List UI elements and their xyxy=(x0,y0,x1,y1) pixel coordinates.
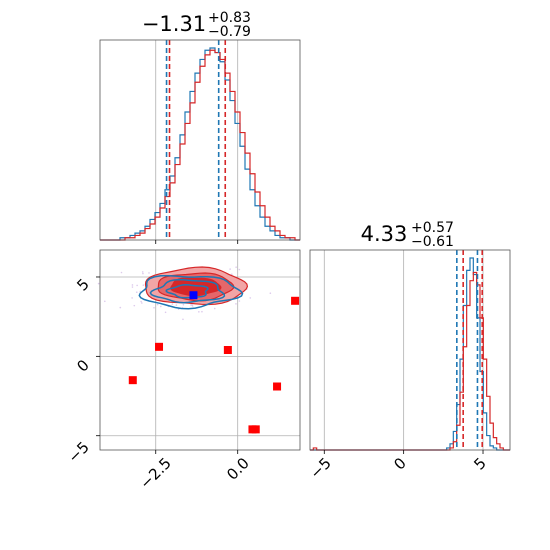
x-tick-p2-0: 0 xyxy=(390,454,409,473)
sample-point xyxy=(141,302,143,304)
title-1-minus: −0.79 xyxy=(208,24,251,40)
sample-point xyxy=(135,291,138,294)
sample-point xyxy=(175,304,178,306)
title-1-plus: +0.83 xyxy=(208,10,251,26)
sample-point xyxy=(156,303,159,306)
sample-point xyxy=(131,286,134,288)
sample-point xyxy=(229,268,231,270)
red-marker-4 xyxy=(273,382,282,391)
histogram-parameter-2 xyxy=(309,249,511,454)
sample-point xyxy=(269,292,272,295)
title-2-minus: −0.61 xyxy=(411,234,454,250)
x-tick-p2-neg5: −5 xyxy=(306,454,334,482)
frame-p1 xyxy=(99,39,301,241)
title-1-median: −1.31 xyxy=(142,12,206,36)
contour-blue-2 xyxy=(165,284,209,299)
blue-marker xyxy=(189,291,198,300)
sample-point xyxy=(159,305,162,308)
sample-point xyxy=(235,303,237,305)
sample-point xyxy=(191,304,193,306)
y-tick-joint-5: 5 xyxy=(73,275,92,294)
sample-point xyxy=(182,303,185,306)
hist-p1-red xyxy=(100,49,300,241)
contour-blue-0 xyxy=(138,274,244,310)
joint-posterior-panel xyxy=(96,249,301,454)
sample-point xyxy=(213,307,216,310)
sample-point xyxy=(119,306,122,309)
sample-point xyxy=(164,311,167,314)
y-tick-joint-neg5: −5 xyxy=(64,438,92,466)
contour-blue-1 xyxy=(149,278,226,304)
sample-point xyxy=(182,318,184,321)
sample-point xyxy=(97,282,100,285)
histogram-parameter-1 xyxy=(99,39,301,244)
sample-point xyxy=(104,300,106,303)
red-marker-1 xyxy=(155,342,164,351)
sample-point xyxy=(198,311,200,313)
title-2-median: 4.33 xyxy=(361,222,408,246)
title-parameter-1: −1.31 xyxy=(142,12,206,36)
frame-p2 xyxy=(309,249,511,451)
sample-point xyxy=(190,304,192,306)
sample-point xyxy=(131,284,134,286)
sample-point xyxy=(131,297,133,299)
sample-point xyxy=(142,272,144,275)
sample-point xyxy=(120,271,123,274)
red-marker-6 xyxy=(251,425,260,434)
sample-point xyxy=(231,273,233,276)
sample-point xyxy=(141,271,144,273)
title-2-plus: +0.57 xyxy=(411,220,454,236)
x-tick-p1-0.0: 0.0 xyxy=(223,454,253,484)
x-tick-p2-5: 5 xyxy=(470,454,489,473)
sample-point xyxy=(148,272,150,274)
sample-point xyxy=(249,297,252,299)
red-marker-0 xyxy=(291,296,300,305)
sample-point xyxy=(142,284,145,286)
sample-point xyxy=(139,290,142,293)
frame-joint xyxy=(99,249,301,451)
red-marker-3 xyxy=(128,376,137,385)
sample-point xyxy=(238,268,241,271)
hist-p1-blue xyxy=(100,47,300,241)
sample-point xyxy=(153,306,155,309)
sample-point xyxy=(136,284,138,287)
sample-point xyxy=(201,310,203,313)
x-tick-p1-neg2.5: −2.5 xyxy=(136,454,174,492)
sample-point xyxy=(171,303,174,305)
red-marker-2 xyxy=(223,346,232,354)
sample-point xyxy=(238,300,241,302)
sample-point xyxy=(235,266,237,268)
sample-point xyxy=(140,300,142,303)
y-tick-joint-0: 0 xyxy=(73,356,92,375)
sample-point xyxy=(133,304,136,307)
